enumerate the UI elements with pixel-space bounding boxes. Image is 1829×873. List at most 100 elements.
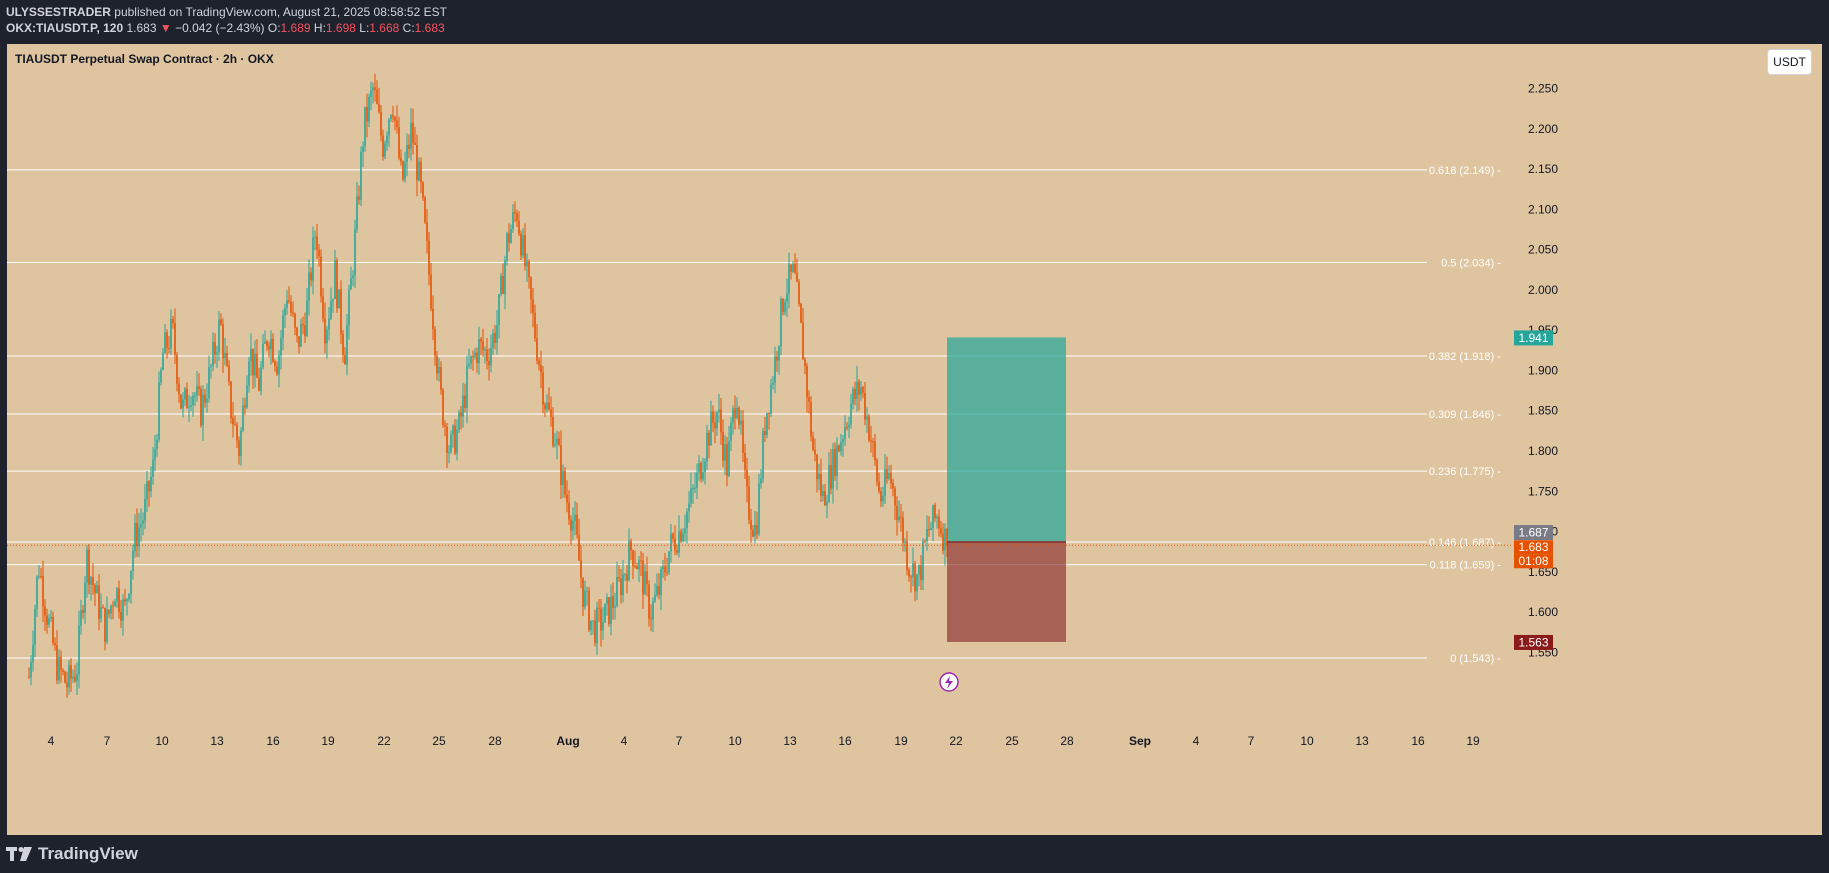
candle-body [274,361,276,367]
candle-body [888,473,890,479]
candle-body [542,372,544,405]
target-zone[interactable] [947,337,1066,543]
candle-body [632,550,634,566]
candle-body [210,365,212,368]
candle-body [506,233,508,261]
candle-body [234,424,236,426]
x-axis-tick-label: 25 [1005,734,1019,748]
candle-body [744,452,746,470]
x-axis-tick-label: 4 [48,734,55,748]
ohlc-line: OKX:TIAUSDT.P, 120 1.683 ▼ −0.042 (−2.43… [6,21,445,35]
candle-body [34,609,36,645]
candle-body [306,300,308,337]
candle-body [410,122,412,149]
currency-unit-button[interactable]: USDT [1767,49,1812,75]
candle-body [710,411,712,446]
candle-body [254,353,256,376]
axis-price-label-bg [1514,525,1553,541]
candle-body [454,425,456,454]
tradingview-logo[interactable]: TradingView [6,844,138,864]
candle-body [870,440,872,442]
candle-body [586,590,588,592]
axis-price-label: 1.941 [1518,331,1548,345]
candle-body [148,481,150,492]
close-label: C: [402,21,415,35]
chart-area[interactable]: 0.786 (2.314) -0.618 (2.149) -0.5 (2.034… [7,44,1822,835]
x-axis-tick-label: 19 [321,734,335,748]
candle-body [130,570,132,595]
candle-body [140,523,142,528]
y-axis-tick-label: 1.600 [1528,605,1558,619]
price-chart[interactable]: 0.786 (2.314) -0.618 (2.149) -0.5 (2.034… [7,44,1822,835]
x-axis-tick-label: 10 [728,734,742,748]
candle-body [526,261,528,267]
publish-line: ULYSSESTRADER published on TradingView.c… [6,5,447,19]
candle-body [414,142,416,145]
candle-body [902,517,904,543]
candle-body [480,339,482,342]
candle-body [224,352,226,359]
candle-body [678,531,680,553]
candle-body [828,465,830,502]
candle-body [718,409,720,413]
author-name[interactable]: ULYSSESTRADER [6,5,111,19]
candle-body [300,323,302,347]
candle-body [326,330,328,344]
candle-body [486,349,488,362]
candle-body [488,361,490,366]
candle-body [746,469,748,487]
last-price: 1.683 [126,21,157,35]
y-axis-tick-label: 1.850 [1528,404,1558,418]
candle-body [416,144,418,181]
candle-body [544,404,546,410]
y-axis-tick-label: 2.100 [1528,202,1558,216]
open-label: O: [267,21,281,35]
candle-body [374,87,376,90]
stop-zone[interactable] [947,542,1066,642]
candle-body [578,534,580,561]
candle-body [158,382,160,440]
candle-body [84,582,86,613]
candle-body [388,119,390,136]
candle-body [872,441,874,443]
candle-body [248,361,250,386]
x-axis-tick-label: 7 [104,734,111,748]
candle-body [80,610,82,626]
candle-body [242,405,244,431]
candle-body [222,324,224,359]
candle-body [198,386,200,390]
candle-body [520,233,522,256]
candle-body [730,422,732,441]
candle-body [298,336,300,347]
candle-body [436,355,438,374]
candle-body [748,486,750,521]
candle-body [206,398,208,403]
candle-body [820,473,822,496]
candle-body [114,601,116,607]
candle-body [38,575,40,577]
candle-body [804,359,806,366]
candle-body [502,275,504,294]
y-axis-tick-label: 2.250 [1528,82,1558,96]
candle-body [58,656,60,681]
candle-body [162,353,164,371]
candle-body [716,412,718,429]
candle-body [108,609,110,614]
candle-body [196,386,198,396]
candle-body [332,298,334,302]
candle-body [772,382,774,385]
candle-body [766,412,768,436]
candle-body [906,541,908,570]
candle-body [156,439,158,450]
candle-body [584,590,586,607]
candle-body [202,394,204,426]
candle-body [478,339,480,363]
x-axis-tick-label: 13 [783,734,797,748]
y-axis-tick-label: 1.650 [1528,565,1558,579]
candle-body [328,318,330,331]
candle-body [432,308,434,330]
candle-body [802,322,804,360]
axis-price-label: 1.683 [1518,540,1548,554]
candle-body [608,597,610,625]
candle-body [638,560,640,570]
